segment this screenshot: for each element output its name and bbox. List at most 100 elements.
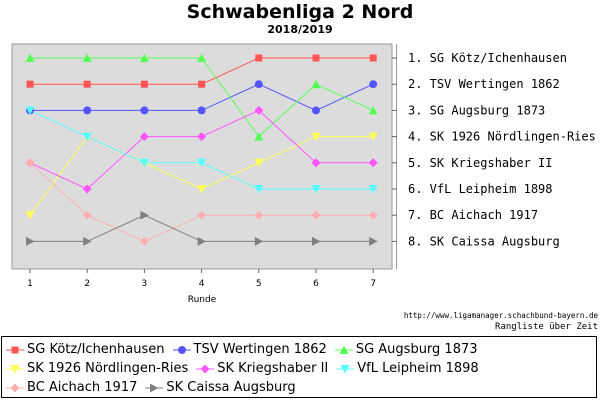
- legend-item: SK Caissa Augsburg: [145, 378, 296, 397]
- data-point-series-3: [254, 132, 264, 141]
- data-point-series-6: [139, 158, 149, 168]
- legend: SG Kötz/Ichenhausen TSV Wertingen 1862 SG …: [1, 336, 597, 398]
- data-point-series-1: [83, 80, 91, 88]
- data-point-series-6: [311, 185, 321, 194]
- legend-item: SK 1926 Nördlingen-Ries: [6, 359, 188, 378]
- x-tick-label: 4: [199, 279, 205, 289]
- legend-label: SK 1926 Nördlingen-Ries: [27, 361, 189, 376]
- legend-swatch-icon: [6, 364, 24, 373]
- chart-caption: Rangliste über Zeit: [495, 322, 598, 332]
- x-tick-label: 1: [27, 279, 33, 289]
- data-point-series-6: [25, 106, 35, 115]
- x-tick-label: 5: [256, 279, 262, 289]
- data-point-series-7: [82, 210, 92, 220]
- data-point-series-7: [25, 158, 35, 168]
- data-point-series-8: [83, 236, 92, 246]
- data-point-series-7: [368, 210, 378, 220]
- legend-marker: [200, 364, 210, 373]
- data-point-series-8: [369, 236, 378, 246]
- legend-marker: [11, 346, 19, 353]
- x-axis-label: Runde: [188, 295, 217, 305]
- legend-swatch-icon: [6, 383, 24, 392]
- rank-label: 2. TSV Wertingen 1862: [408, 77, 560, 91]
- legend-item: VfL Leipheim 1898: [336, 359, 479, 378]
- legend-item: BC Aichach 1917: [6, 378, 137, 397]
- data-point-series-2: [140, 106, 149, 115]
- data-point-series-5: [139, 132, 149, 142]
- legend-swatch-icon: [6, 346, 24, 353]
- data-point-series-4: [368, 132, 378, 142]
- data-point-series-2: [254, 80, 263, 89]
- data-point-series-2: [197, 106, 206, 115]
- data-point-series-1: [255, 54, 263, 62]
- legend-item: SG Kötz/Ichenhausen: [6, 340, 165, 359]
- data-point-series-1: [26, 80, 34, 88]
- legend-label: SK Kriegshaber II: [217, 361, 329, 376]
- legend-marker: [339, 345, 349, 354]
- data-point-series-6: [82, 132, 92, 142]
- legend-label: VfL Leipheim 1898: [357, 361, 479, 376]
- chart-canvas: 1 2 3 4 5 6 7 Runde 1. SG Kötz/Ichenhausen 2. TSV…: [11, 43, 596, 305]
- data-point-series-1: [140, 80, 148, 88]
- data-point-series-7: [311, 210, 321, 220]
- legend-label: SG Kötz/Ichenhausen: [27, 342, 165, 357]
- legend-swatch-icon: [196, 364, 215, 373]
- legend-label: BC Aichach 1917: [27, 380, 138, 395]
- data-point-series-7: [139, 236, 149, 246]
- x-tick-label: 3: [142, 279, 148, 289]
- legend-marker: [10, 383, 20, 392]
- data-point-series-4: [311, 132, 321, 142]
- chart-subtitle: 2018/2019: [267, 23, 333, 36]
- data-point-series-3: [311, 79, 321, 89]
- data-point-series-5: [368, 158, 378, 168]
- rank-label: 3. SG Augsburg 1873: [408, 103, 545, 117]
- legend-swatch-icon: [172, 345, 191, 354]
- data-point-series-5: [82, 184, 92, 194]
- legend-swatch-icon: [334, 345, 353, 354]
- x-tick-label: 6: [313, 279, 319, 289]
- rank-label: 8. SK Caissa Augsburg: [408, 234, 560, 248]
- data-point-series-8: [26, 236, 35, 246]
- legend-swatch-icon: [145, 383, 164, 392]
- data-point-series-5: [254, 105, 264, 115]
- data-point-series-5: [197, 132, 207, 142]
- x-tick-label: 7: [370, 279, 376, 289]
- data-point-series-3: [139, 53, 149, 62]
- data-point-series-3: [25, 53, 35, 62]
- data-point-series-3: [368, 105, 378, 115]
- rank-label: 7. BC Aichach 1917: [408, 208, 538, 222]
- data-point-series-8: [140, 210, 149, 220]
- data-point-series-8: [312, 236, 321, 246]
- legend-marker: [177, 345, 186, 354]
- data-point-series-1: [198, 80, 206, 88]
- data-point-series-8: [254, 236, 264, 246]
- data-point-series-6: [254, 185, 264, 194]
- legend-label: SG Augsburg 1873: [355, 342, 478, 357]
- legend-label: SK Caissa Augsburg: [166, 380, 296, 395]
- data-point-series-2: [369, 80, 378, 89]
- data-point-series-1: [312, 54, 320, 62]
- data-point-series-2: [83, 106, 92, 115]
- legend-item: SK Kriegshaber II: [196, 359, 328, 378]
- data-point-series-6: [197, 158, 207, 168]
- data-point-series-8: [197, 236, 207, 246]
- data-point-series-3: [197, 53, 207, 62]
- legend-item: TSV Wertingen 1862: [172, 340, 327, 359]
- plot-area: [11, 43, 393, 270]
- data-point-series-2: [312, 106, 320, 115]
- data-point-series-1: [369, 54, 377, 62]
- data-point-series-7: [254, 210, 264, 220]
- legend-label: TSV Wertingen 1862: [193, 342, 327, 357]
- legend-marker: [340, 364, 350, 373]
- legend-swatch-icon: [336, 364, 355, 373]
- data-point-series-4: [254, 158, 264, 168]
- chart-title: Schwabenliga 2 Nord: [186, 1, 414, 23]
- data-point-series-7: [197, 210, 207, 220]
- source-url: http://www.ligamanager.schachbund-bayern…: [403, 311, 598, 320]
- data-point-series-3: [82, 53, 92, 62]
- x-tick-label: 2: [84, 279, 90, 289]
- rank-label: 6. VfL Leipheim 1898: [408, 182, 553, 196]
- data-point-series-6: [368, 185, 378, 194]
- rank-label: 4. SK 1926 Nördlingen-Ries: [408, 130, 596, 144]
- legend-marker: [10, 364, 20, 373]
